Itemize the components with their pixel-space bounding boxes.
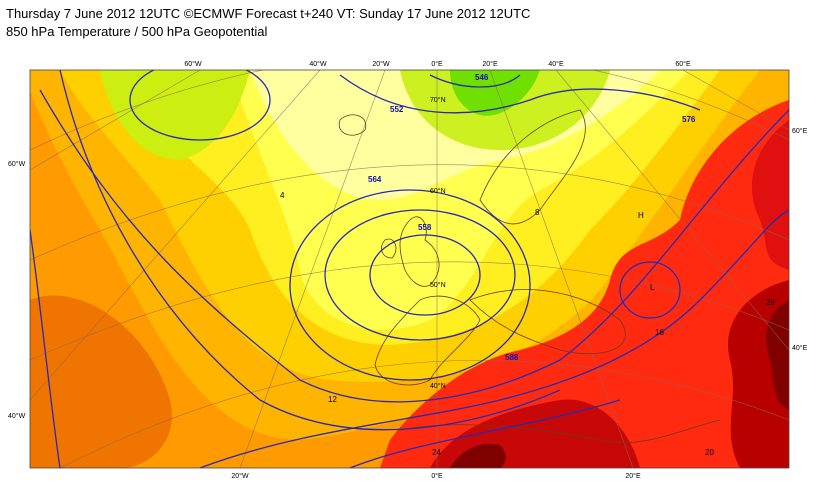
- lon-label: 20°E: [625, 472, 641, 480]
- lon-label: 20°E: [482, 60, 498, 68]
- contour-label: 12: [328, 395, 337, 404]
- lon-label: 20°W: [231, 472, 249, 480]
- coastlines: [338, 109, 721, 444]
- lon-label: 60°W: [184, 60, 202, 68]
- contour-label: 558: [418, 223, 432, 232]
- lon-label: 0°E: [431, 472, 443, 480]
- lat-label: 60°W: [8, 160, 26, 168]
- contour-label: 16: [655, 328, 664, 337]
- title: Thursday 7 June 2012 12UTC ©ECMWF Foreca…: [6, 6, 530, 21]
- lon-label: 40°E: [548, 60, 564, 68]
- lon-label: 60°E: [675, 60, 691, 68]
- contour-label: 588: [505, 353, 519, 362]
- lat-label: 70°N: [430, 96, 446, 104]
- subtitle: 850 hPa Temperature / 500 hPa Geopotenti…: [6, 24, 268, 39]
- longitude-labels-top: 60°W 40°W 20°W 0°E 20°E 40°E 60°E: [184, 60, 691, 68]
- lat-label: 60°N: [430, 187, 446, 195]
- map: [29, 69, 790, 469]
- side-labels: 60°W 40°W 60°E 40°E: [8, 127, 808, 420]
- contour-label: 564: [368, 175, 382, 184]
- geopotential-contours: [30, 70, 789, 468]
- graticule: [30, 70, 789, 468]
- contour-label: 546: [475, 73, 489, 82]
- contour-label: 24: [432, 448, 441, 457]
- contour-label: 552: [390, 105, 404, 114]
- lon-label: 20°W: [372, 60, 390, 68]
- contour-label: 8: [535, 208, 540, 217]
- contour-label: 28: [766, 298, 775, 307]
- contour-label: H: [638, 211, 644, 220]
- lat-label: 40°W: [8, 412, 26, 420]
- lon-label: 0°E: [431, 60, 443, 68]
- lat-label: 60°E: [792, 127, 808, 135]
- contour-label: L: [650, 283, 655, 292]
- lon-label: 40°W: [309, 60, 327, 68]
- contour-labels: 546 552 558 564 576 588 4 8 12 16 20 24 …: [280, 73, 775, 457]
- lat-label: 40°N: [430, 382, 446, 390]
- lat-label: 40°E: [792, 344, 808, 352]
- temperature-field: [30, 70, 789, 468]
- longitude-labels-bottom: 20°W 0°E 20°E: [231, 472, 641, 480]
- latitude-labels: 70°N 60°N 50°N 40°N: [430, 96, 446, 390]
- contour-label: 20: [705, 448, 714, 457]
- lat-label: 50°N: [430, 281, 446, 289]
- contour-label: 576: [682, 115, 696, 124]
- contour-label: 4: [280, 191, 285, 200]
